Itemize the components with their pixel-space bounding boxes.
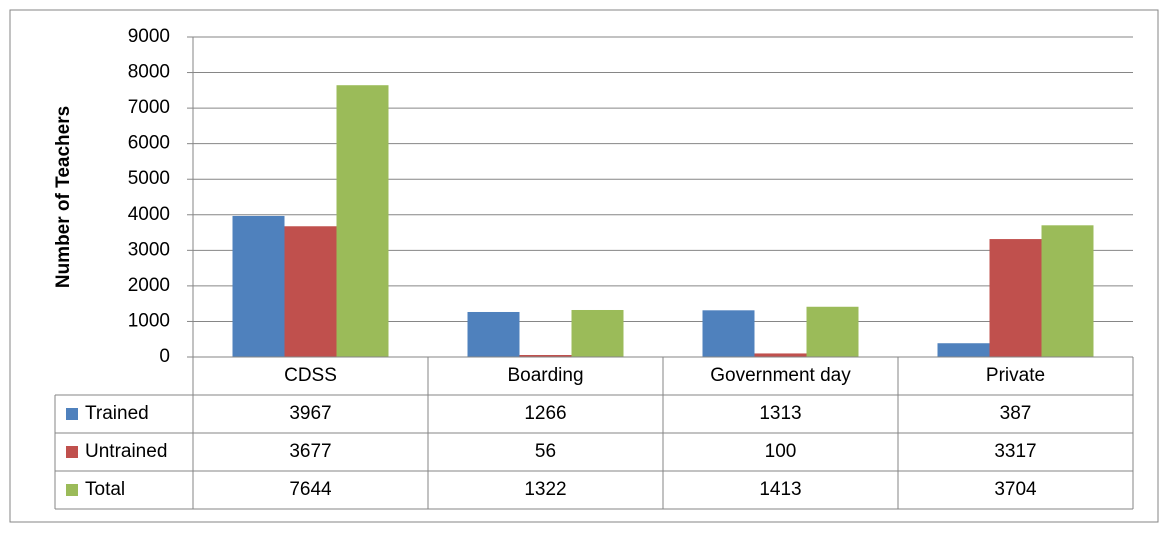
table-value: 3704: [994, 479, 1037, 500]
table-value: 1266: [524, 403, 566, 424]
table-value: 3677: [289, 441, 331, 462]
legend-key: [66, 484, 78, 496]
y-tick-label: 9000: [128, 26, 170, 47]
bar: [284, 226, 337, 357]
y-tick-label: 4000: [128, 204, 170, 225]
y-tick-label: 0: [159, 346, 170, 367]
table-value: 3317: [994, 441, 1036, 462]
table-value: 1313: [759, 403, 801, 424]
legend-label: Trained: [85, 403, 149, 424]
chart-border: [9, 9, 1159, 523]
bar: [232, 215, 285, 357]
y-tick-label: 5000: [128, 168, 170, 189]
x-tick-label: Boarding: [507, 365, 583, 386]
y-tick-label: 3000: [128, 239, 170, 260]
legend-label: Total: [85, 479, 125, 500]
table-value: 387: [1000, 403, 1032, 424]
table-value: 1322: [524, 479, 566, 500]
table-value: 56: [535, 441, 556, 462]
y-tick-label: 2000: [128, 275, 170, 296]
bar: [702, 310, 755, 357]
table-value: 100: [765, 441, 797, 462]
y-tick-label: 7000: [128, 97, 170, 118]
x-tick-label: CDSS: [284, 365, 337, 386]
bar: [989, 239, 1042, 357]
bar: [336, 85, 389, 358]
x-tick-label: Government day: [710, 365, 851, 386]
y-axis-label: Number of Teachers: [53, 106, 74, 288]
bar: [937, 343, 990, 357]
bar: [519, 355, 572, 357]
bar: [806, 306, 859, 357]
x-tick-label: Private: [986, 365, 1045, 386]
y-tick-label: 1000: [128, 310, 170, 331]
y-tick-label: 8000: [128, 62, 170, 83]
bar: [467, 311, 520, 357]
table-value: 3967: [289, 403, 331, 424]
bar: [1041, 225, 1094, 357]
table-value: 1413: [759, 479, 801, 500]
legend-label: Untrained: [85, 441, 167, 462]
y-tick-label: 6000: [128, 133, 170, 154]
legend-key: [66, 446, 78, 458]
bar: [754, 353, 807, 357]
bar: [571, 309, 624, 357]
table-value: 7644: [289, 479, 332, 500]
legend-key: [66, 408, 78, 420]
